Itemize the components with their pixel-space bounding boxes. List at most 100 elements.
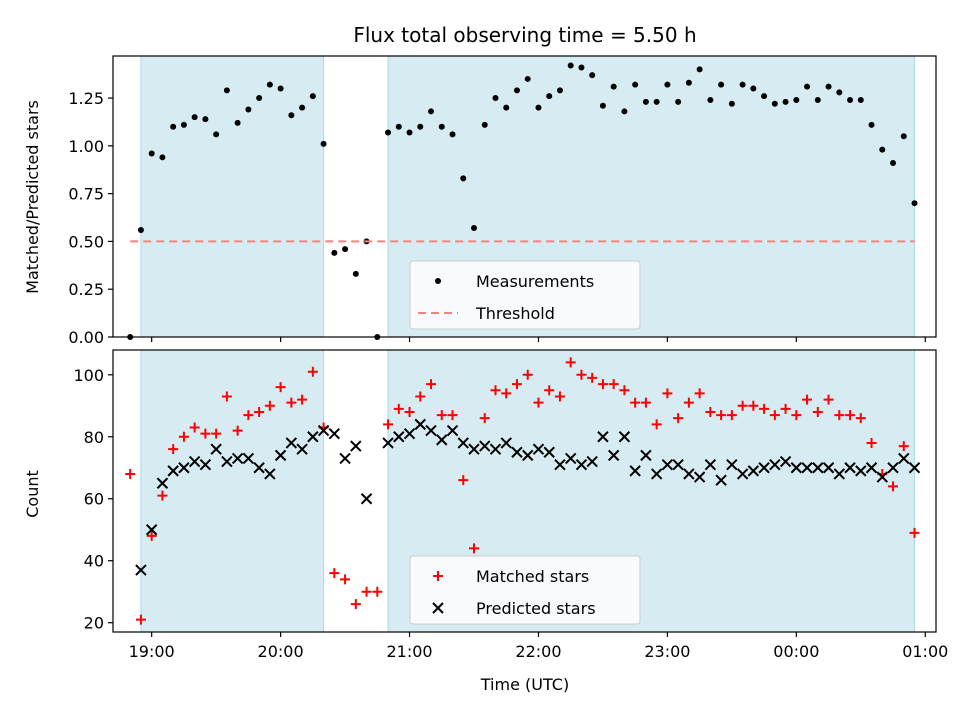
top-measurements-point bbox=[223, 87, 230, 94]
bottom-y-tick-label: 80 bbox=[84, 428, 104, 447]
top-measurements-point bbox=[890, 160, 897, 167]
top-measurements-point bbox=[589, 72, 596, 79]
top-legend-box bbox=[409, 260, 641, 330]
bottom-predicted-stars-point bbox=[285, 437, 298, 449]
top-y-tick-label: 0.50 bbox=[68, 232, 104, 251]
top-measurements-point bbox=[879, 146, 886, 153]
bottom-predicted-stars-point bbox=[350, 440, 362, 452]
bottom-predicted-stars-point bbox=[360, 493, 373, 505]
bottom-predicted-stars-point bbox=[436, 434, 448, 446]
bottom-matched-stars-point bbox=[597, 379, 608, 390]
top-measurements-point bbox=[460, 175, 467, 182]
bottom-predicted-stars-point bbox=[779, 455, 792, 468]
top-measurements-point bbox=[481, 121, 488, 128]
bottom-predicted-stars-point bbox=[393, 431, 405, 443]
bottom-predicted-stars-point bbox=[801, 462, 813, 474]
bottom-y-tick-label: 40 bbox=[84, 552, 104, 571]
bottom-predicted-stars-point bbox=[887, 462, 899, 474]
top-measurements-point bbox=[804, 83, 811, 90]
bottom-legend-matched-stars-label: Matched stars bbox=[476, 567, 589, 586]
x-tick-label: 23:00 bbox=[644, 642, 690, 661]
bottom-predicted-stars-point bbox=[167, 465, 179, 477]
top-measurements-point bbox=[814, 96, 821, 103]
top-measurements-point bbox=[836, 89, 843, 96]
top-measurements-point bbox=[621, 108, 628, 115]
bottom-y-axis-label: Count bbox=[23, 470, 42, 518]
bottom-matched-stars-point bbox=[469, 543, 480, 554]
bottom-predicted-stars-point bbox=[822, 462, 835, 474]
bottom-matched-stars-point bbox=[511, 379, 522, 390]
bottom-matched-stars-point bbox=[683, 397, 694, 408]
bottom-matched-stars-point bbox=[737, 400, 748, 411]
bottom-y-tick-label: 20 bbox=[84, 614, 104, 633]
top-measurements-point bbox=[191, 114, 198, 121]
top-measurements-point bbox=[492, 95, 499, 102]
bottom-predicted-stars-point bbox=[296, 443, 308, 455]
bottom-matched-stars-point bbox=[533, 397, 544, 408]
bottom-predicted-stars-point bbox=[726, 458, 738, 471]
top-measurements-point bbox=[868, 121, 875, 128]
bottom-matched-stars-point bbox=[608, 379, 619, 390]
bottom-matched-stars-point bbox=[726, 410, 737, 421]
bottom-matched-stars-point bbox=[759, 403, 770, 414]
top-measurements-point bbox=[556, 87, 563, 94]
bottom-predicted-stars-point bbox=[210, 443, 222, 455]
top-measurements-point bbox=[331, 249, 338, 256]
top-measurements-point bbox=[513, 87, 520, 94]
bottom-predicted-stars-point bbox=[844, 462, 856, 474]
bottom-matched-stars-point bbox=[254, 406, 265, 417]
bottom-predicted-stars-point bbox=[715, 474, 727, 486]
top-y-axis-label: Matched/Predicted stars bbox=[23, 100, 42, 294]
top-measurements-point bbox=[180, 121, 187, 128]
bottom-observing-window-1 bbox=[140, 349, 325, 633]
bottom-matched-stars-point bbox=[157, 490, 168, 501]
top-observing-window-1 bbox=[140, 55, 325, 338]
top-measurements-point bbox=[771, 100, 778, 107]
bottom-predicted-stars-point bbox=[242, 452, 255, 465]
top-measurements-point bbox=[256, 95, 263, 102]
bottom-matched-stars-point bbox=[855, 413, 866, 424]
bottom-matched-stars-point bbox=[791, 410, 802, 421]
bottom-matched-stars-point bbox=[909, 527, 920, 538]
bottom-matched-stars-point bbox=[297, 394, 308, 405]
top-measurements-point bbox=[449, 131, 456, 138]
bottom-matched-stars-point bbox=[340, 574, 351, 585]
bottom-matched-stars-point bbox=[576, 369, 587, 380]
bottom-matched-stars-point bbox=[501, 388, 512, 399]
bottom-matched-stars-point bbox=[221, 391, 232, 402]
bottom-matched-stars-point bbox=[522, 369, 533, 380]
top-measurements-point bbox=[642, 98, 649, 105]
top-measurements-point bbox=[761, 93, 768, 100]
bottom-legend: Matched stars Predicted stars bbox=[409, 555, 641, 625]
bottom-predicted-stars-point bbox=[640, 449, 652, 462]
bottom-matched-stars-point bbox=[243, 410, 254, 421]
bottom-matched-stars-point bbox=[350, 599, 361, 610]
bottom-predicted-stars-point bbox=[865, 462, 878, 474]
bottom-predicted-stars-point bbox=[898, 452, 910, 465]
bottom-matched-stars-point bbox=[404, 406, 415, 417]
bottom-matched-stars-point bbox=[898, 441, 909, 452]
bottom-predicted-stars-point bbox=[500, 437, 512, 449]
bottom-matched-stars-point bbox=[812, 406, 823, 417]
bottom-matched-stars-point bbox=[168, 444, 179, 455]
bottom-matched-stars-point bbox=[372, 586, 383, 597]
bottom-predicted-stars-point bbox=[457, 437, 469, 449]
bottom-matched-stars-point bbox=[866, 437, 877, 448]
x-tick-label: 21:00 bbox=[386, 642, 432, 661]
bottom-predicted-stars-point bbox=[382, 437, 394, 449]
x-tick-label: 20:00 bbox=[258, 642, 304, 661]
bottom-matched-stars-point bbox=[565, 357, 576, 368]
bottom-predicted-stars-point bbox=[188, 455, 201, 468]
top-measurements-point bbox=[696, 66, 703, 73]
x-tick-label: 19:00 bbox=[129, 642, 175, 661]
top-legend-measurements-swatch bbox=[435, 278, 441, 284]
bottom-matched-stars-point bbox=[286, 397, 297, 408]
bottom-predicted-stars-point bbox=[468, 443, 480, 455]
bottom-matched-stars-point bbox=[716, 410, 727, 421]
bottom-predicted-stars-point bbox=[446, 424, 459, 437]
bottom-predicted-stars-point bbox=[747, 465, 760, 477]
bottom-predicted-stars-point bbox=[607, 449, 620, 462]
top-measurements-point bbox=[352, 270, 359, 277]
top-measurements-point bbox=[438, 123, 445, 130]
bottom-panel: 20 40 60 80 100 19:00 20:00 21:00 22:00 23:00 00:0… bbox=[73, 349, 948, 661]
